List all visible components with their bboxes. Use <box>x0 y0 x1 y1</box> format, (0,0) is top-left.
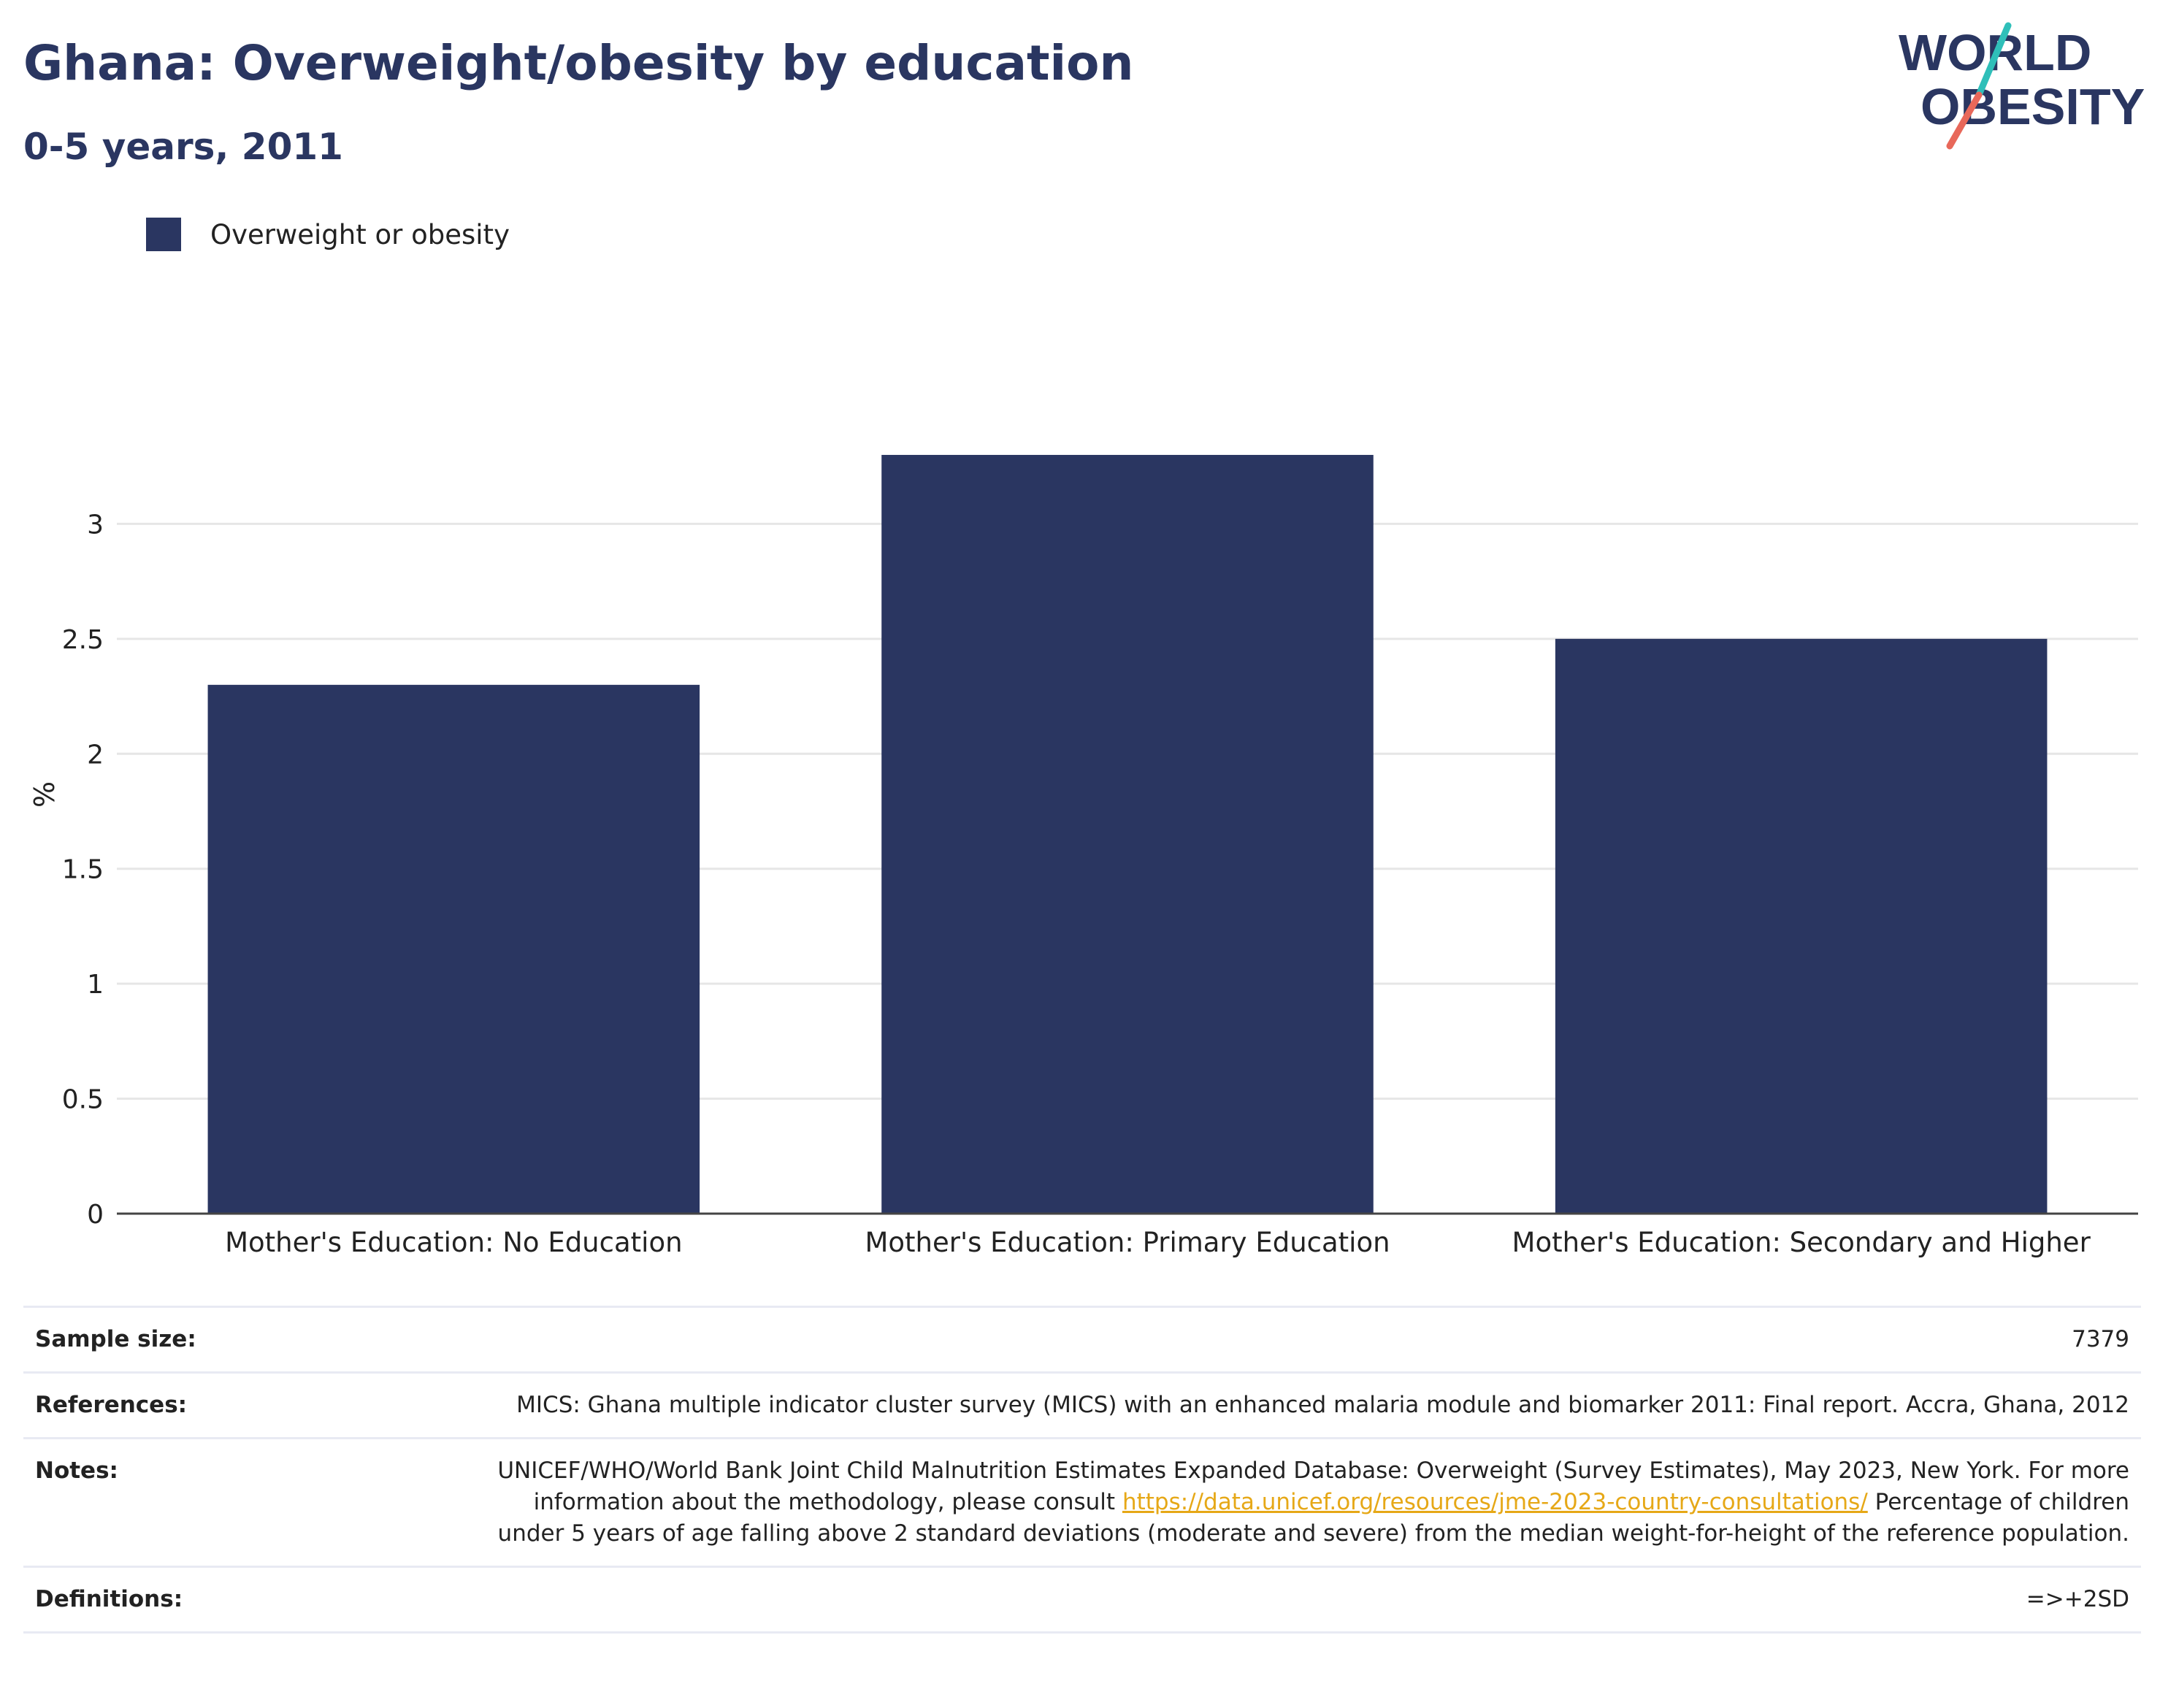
bar-chart: 0 0.5 1 1.5 2 2.5 3 Mother's Education: No Educ… <box>28 454 2138 1258</box>
info-table: Sample size: 7379 References: MICS: Ghan… <box>23 1306 2141 1634</box>
y-tick-label: 2 <box>87 740 104 770</box>
notes-value: UNICEF/WHO/World Bank Joint Child Malnut… <box>473 1437 2141 1567</box>
x-tick-label: Mother's Education: Secondary and Higher <box>1512 1227 2091 1258</box>
x-tick-label: Mother's Education: No Education <box>225 1227 682 1258</box>
y-tick-label: 1 <box>87 970 104 1000</box>
logo-slash-top <box>1975 22 2012 99</box>
bar[interactable] <box>207 684 700 1214</box>
y-tick-label: 2.5 <box>62 625 104 655</box>
bar[interactable] <box>881 454 1374 1214</box>
legend-swatch <box>146 218 181 251</box>
world-obesity-logo: WORLD OBESITY <box>1899 22 2145 150</box>
sample-size-value: 7379 <box>473 1306 2141 1373</box>
x-tick-label: Mother's Education: Primary Education <box>865 1227 1390 1258</box>
chart-legend[interactable]: Overweight or obesity <box>146 218 510 251</box>
definitions-label: Definitions: <box>23 1566 473 1634</box>
logo-slash-bottom <box>1946 91 1983 150</box>
references-label: References: <box>23 1371 473 1439</box>
chart-title: Ghana: Overweight/obesity by education <box>23 35 1134 91</box>
info-row-references: References: MICS: Ghana multiple indicat… <box>23 1371 2141 1439</box>
notes-label: Notes: <box>23 1437 473 1567</box>
info-row-notes: Notes: UNICEF/WHO/World Bank Joint Child… <box>23 1437 2141 1567</box>
sample-size-label: Sample size: <box>23 1306 473 1373</box>
y-tick-label: 1.5 <box>62 855 104 885</box>
axes: 0 0.5 1 1.5 2 2.5 3 Mother's Education: No Educ… <box>62 510 2138 1258</box>
bars <box>207 454 2048 1214</box>
references-value: MICS: Ghana multiple indicator cluster s… <box>473 1371 2141 1439</box>
y-tick-label: 3 <box>87 510 104 540</box>
notes-link[interactable]: https://data.unicef.org/resources/jme-20… <box>1122 1489 1868 1515</box>
y-tick-label: 0 <box>87 1200 104 1230</box>
chart-subtitle: 0-5 years, 2011 <box>23 126 343 168</box>
notes-text-pre: UNICEF/WHO/World Bank Joint Child Malnut… <box>497 1458 2129 1515</box>
notes-text-post: Percentage of children under 5 years of … <box>497 1489 2129 1547</box>
info-row-definitions: Definitions: =>+2SD <box>23 1566 2141 1634</box>
bar[interactable] <box>1555 638 2048 1214</box>
info-row-sample-size: Sample size: 7379 <box>23 1306 2141 1373</box>
definitions-value: =>+2SD <box>473 1566 2141 1634</box>
y-tick-label: 0.5 <box>62 1085 104 1115</box>
y-axis-label: % <box>28 781 61 808</box>
legend-label: Overweight or obesity <box>210 218 510 250</box>
